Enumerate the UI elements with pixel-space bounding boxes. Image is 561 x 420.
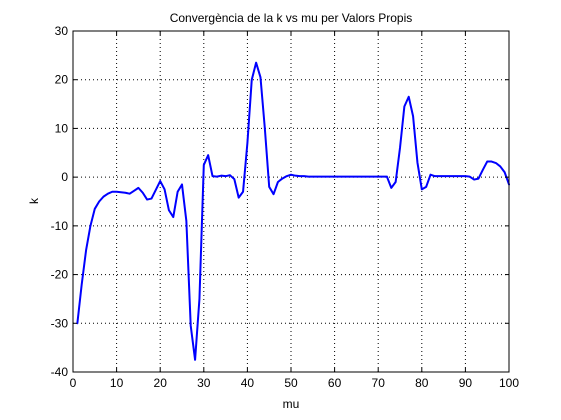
tick-layer: 0 10 20 30 40 50 60 70 80 90 100 -40 -30 -20 -10 0 10 20 3… xyxy=(51,24,520,390)
y-tick-label: 0 xyxy=(61,170,68,184)
y-tick-label: 20 xyxy=(55,73,69,87)
y-tick-label: -40 xyxy=(51,365,69,379)
x-tick-label: 40 xyxy=(241,376,255,390)
grid-layer xyxy=(73,31,509,372)
x-tick-label: 30 xyxy=(197,376,211,390)
chart-title: Convergència de la k vs mu per Valors Pr… xyxy=(170,11,413,25)
series-layer xyxy=(76,61,510,361)
x-tick-label: 20 xyxy=(154,376,168,390)
y-tick-label: -30 xyxy=(51,316,69,330)
x-tick-label: 100 xyxy=(499,376,519,390)
y-axis-label: k xyxy=(27,197,41,204)
series-line xyxy=(76,61,510,361)
y-tick-label: -20 xyxy=(51,268,69,282)
x-tick-label: 60 xyxy=(328,376,342,390)
plot-area xyxy=(73,31,509,372)
x-tick-label: 10 xyxy=(110,376,124,390)
y-tick-label: -10 xyxy=(51,219,69,233)
x-axis-label: mu xyxy=(283,397,300,411)
x-tick-label: 80 xyxy=(415,376,429,390)
x-tick-label: 0 xyxy=(70,376,77,390)
y-tick-label: 10 xyxy=(55,121,69,135)
y-tick-label: 30 xyxy=(55,24,69,38)
x-tick-label: 70 xyxy=(372,376,386,390)
x-tick-label: 50 xyxy=(284,376,298,390)
x-tick-label: 90 xyxy=(459,376,473,390)
